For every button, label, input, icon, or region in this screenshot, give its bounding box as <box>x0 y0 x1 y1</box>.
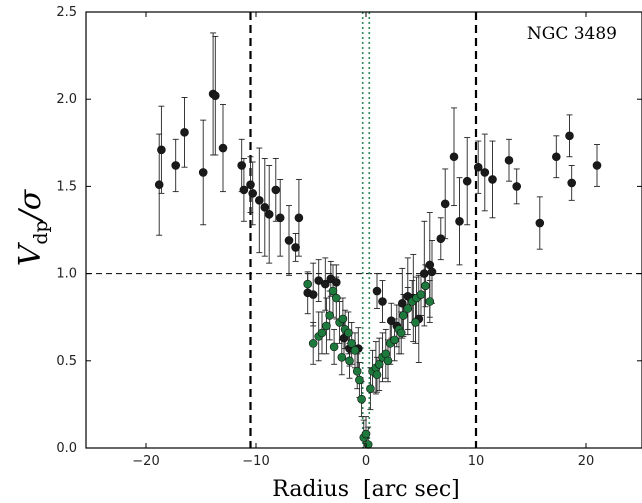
x-axis-title: Radius [arc sec] <box>272 477 460 502</box>
point-green-20 <box>366 384 375 394</box>
point-black-2 <box>171 161 180 170</box>
point-green-6 <box>328 286 338 296</box>
point-black-52 <box>565 131 574 141</box>
point-black-21 <box>308 290 318 299</box>
point-green-7 <box>331 293 341 303</box>
ytick-label-4: 2.0 <box>56 92 77 107</box>
point-black-54 <box>592 161 602 170</box>
point-black-31 <box>386 316 396 325</box>
point-black-50 <box>535 218 545 228</box>
point-black-22 <box>314 276 324 285</box>
xtick-label-1: −10 <box>242 454 269 469</box>
point-green-33 <box>416 290 426 299</box>
point-green-3 <box>317 328 327 338</box>
point-black-39 <box>427 267 437 277</box>
point-green-27 <box>390 335 399 345</box>
point-green-40 <box>383 356 393 366</box>
point-green-1 <box>308 339 318 348</box>
point-green-15 <box>355 375 364 385</box>
point-green-5 <box>325 311 335 320</box>
point-green-35 <box>425 297 435 306</box>
point-green-14 <box>352 366 362 376</box>
point-black-33 <box>397 298 407 308</box>
point-green-12 <box>347 339 357 348</box>
point-green-38 <box>345 356 354 366</box>
axis-ticks: −20 −10 0 10 20 0.0 0.5 1.0 1.5 2.0 2.5 <box>56 5 642 469</box>
xtick-label-3: 10 <box>468 454 485 469</box>
point-black-12 <box>254 196 264 205</box>
point-green-16 <box>357 394 366 404</box>
ytick-label-5: 2.5 <box>56 5 77 20</box>
point-black-42 <box>449 152 459 162</box>
point-black-51 <box>551 152 561 162</box>
point-green-34 <box>421 281 430 291</box>
point-black-10 <box>246 180 255 189</box>
point-black-7 <box>218 143 228 153</box>
xtick-label-2: 0 <box>362 454 370 469</box>
point-black-29 <box>372 286 382 296</box>
point-black-25 <box>331 278 341 287</box>
data-points <box>154 89 602 449</box>
y-axis-title-main: V <box>13 241 48 266</box>
point-green-23 <box>374 359 384 369</box>
point-green-18 <box>361 429 371 439</box>
point-green-41 <box>396 328 406 338</box>
point-black-45 <box>473 162 483 172</box>
point-green-13 <box>350 346 360 355</box>
point-green-39 <box>372 370 382 380</box>
point-green-29 <box>399 311 408 320</box>
point-black-9 <box>239 185 249 195</box>
point-black-41 <box>440 199 450 209</box>
point-black-48 <box>504 155 514 165</box>
ytick-label-3: 1.5 <box>56 179 77 194</box>
ytick-label-2: 1.0 <box>56 267 77 282</box>
point-black-19 <box>294 213 304 223</box>
xtick-label-0: −20 <box>132 454 159 469</box>
point-black-16 <box>275 213 285 223</box>
ytick-label-1: 0.5 <box>56 354 77 369</box>
point-black-18 <box>291 243 300 252</box>
point-green-19 <box>363 440 373 449</box>
point-black-49 <box>512 182 522 191</box>
y-axis-title-sub: dp <box>30 220 52 244</box>
y-axis-title-rest: /σ <box>13 188 48 223</box>
point-black-4 <box>198 168 208 177</box>
point-black-40 <box>436 234 446 244</box>
point-black-8 <box>237 161 246 170</box>
point-black-43 <box>455 216 464 226</box>
point-black-11 <box>248 189 257 198</box>
reference-lines <box>86 12 642 448</box>
point-green-42 <box>411 318 420 327</box>
point-black-37 <box>419 269 429 278</box>
plot-frame <box>85 11 642 449</box>
point-green-0 <box>303 279 313 289</box>
xtick-label-4: 20 <box>578 454 595 469</box>
point-black-3 <box>180 128 189 137</box>
point-black-44 <box>462 176 472 186</box>
point-black-46 <box>480 168 490 177</box>
point-green-37 <box>337 353 347 362</box>
point-black-0 <box>154 180 164 189</box>
point-green-9 <box>338 314 348 324</box>
point-black-23 <box>320 279 330 289</box>
point-green-30 <box>403 304 413 313</box>
point-black-47 <box>488 175 497 184</box>
ytick-label-0: 0.0 <box>56 441 77 456</box>
point-black-14 <box>264 210 274 219</box>
y-axis-title: Vdp/σ <box>13 188 52 266</box>
point-green-36 <box>329 342 339 352</box>
point-black-1 <box>157 145 166 155</box>
point-black-53 <box>567 178 577 188</box>
point-black-17 <box>284 236 294 245</box>
galaxy-label: NGC 3489 <box>527 24 617 44</box>
point-black-30 <box>378 297 387 306</box>
point-green-4 <box>322 321 331 331</box>
point-black-13 <box>260 203 270 212</box>
point-black-15 <box>271 185 281 195</box>
point-green-11 <box>344 328 353 338</box>
point-black-6 <box>211 91 220 101</box>
